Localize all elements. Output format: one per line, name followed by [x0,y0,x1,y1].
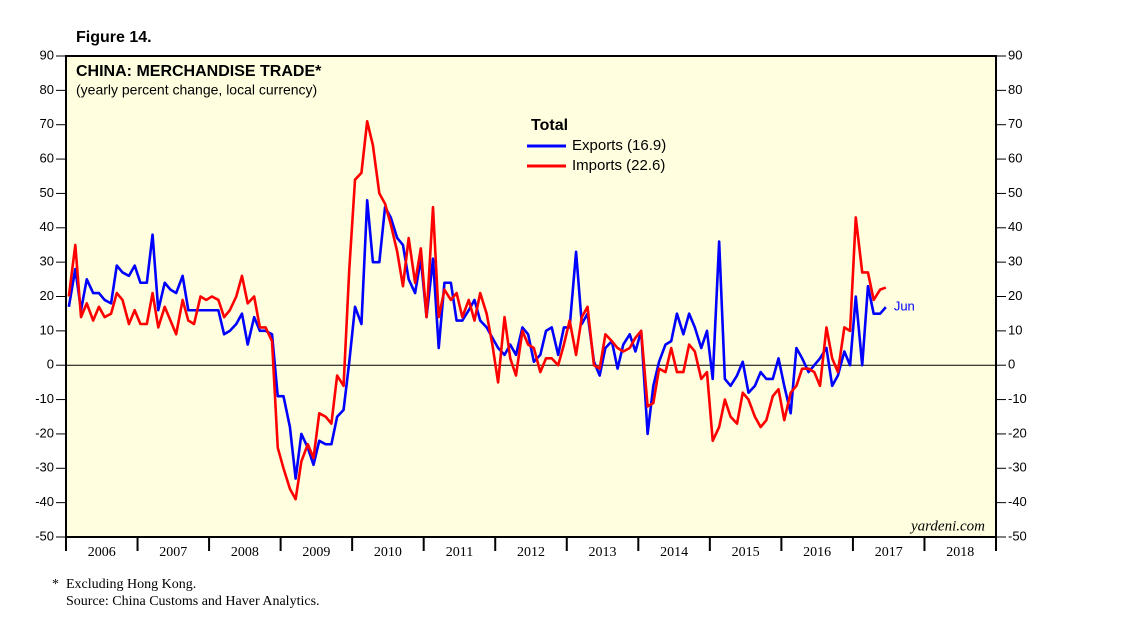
x-tick-label: 2018 [946,545,974,560]
credit: yardeni.com [909,518,985,534]
y-tick-label-right: 30 [1008,254,1022,269]
y-tick-label: 70 [40,116,54,131]
x-tick-label: 2013 [589,545,617,560]
y-tick-label-right: 90 [1008,47,1022,62]
y-tick-label: 0 [47,357,54,372]
y-tick-label: 50 [40,185,54,200]
y-tick-label: 40 [40,219,54,234]
legend-title: Total [531,117,568,134]
chart-title: CHINA: MERCHANDISE TRADE* [76,63,322,80]
y-tick-label-right: 20 [1008,288,1022,303]
y-tick-label: -10 [35,391,54,406]
y-tick-label-right: 50 [1008,185,1022,200]
y-tick-label: -50 [35,528,54,543]
source-note: Source: China Customs and Haver Analytic… [66,594,320,609]
legend-label: Exports (16.9) [572,137,666,154]
x-tick-label: 2009 [302,545,330,560]
y-tick-label-right: 80 [1008,82,1022,97]
plot-frame [65,55,997,538]
y-tick-label-right: -10 [1008,391,1027,406]
y-tick-label: -30 [35,460,54,475]
y-tick-label-right: 0 [1008,357,1015,372]
series-line [67,119,887,501]
x-tick-label: 2008 [231,545,259,560]
y-tick-label-right: 60 [1008,151,1022,166]
chart-subtitle: (yearly percent change, local currency) [76,82,317,98]
figure-label: Figure 14. [76,29,152,46]
x-tick-label: 2006 [88,545,116,560]
y-tick-label: 80 [40,82,54,97]
x-tick-label: 2007 [159,545,187,560]
y-tick-label: 10 [40,322,54,337]
x-tick-label: 2012 [517,545,545,560]
footnote-mark: * [52,577,59,592]
x-tick-label: 2015 [732,545,760,560]
y-tick-label: 20 [40,288,54,303]
x-tick-label: 2010 [374,545,402,560]
end-label: Jun [894,299,915,314]
y-tick-label-right: -50 [1008,528,1027,543]
y-tick-label: 90 [40,47,54,62]
legend-label: Imports (22.6) [572,157,665,174]
y-tick-label: -20 [35,425,54,440]
y-tick-label: 30 [40,254,54,269]
plot-background [66,56,996,537]
y-tick-label-right: -30 [1008,460,1027,475]
x-tick-label: 2016 [803,545,831,560]
x-tick-label: 2014 [660,545,688,560]
footnote: Excluding Hong Kong. [66,577,196,592]
y-tick-label-right: 10 [1008,322,1022,337]
y-tick-label-right: 40 [1008,219,1022,234]
y-tick-label: 60 [40,151,54,166]
x-tick-label: 2017 [875,545,903,560]
x-tick-label: 2011 [446,545,473,560]
y-tick-label: -40 [35,494,54,509]
y-tick-label-right: -20 [1008,425,1027,440]
y-tick-label-right: 70 [1008,116,1022,131]
y-tick-label-right: -40 [1008,494,1027,509]
